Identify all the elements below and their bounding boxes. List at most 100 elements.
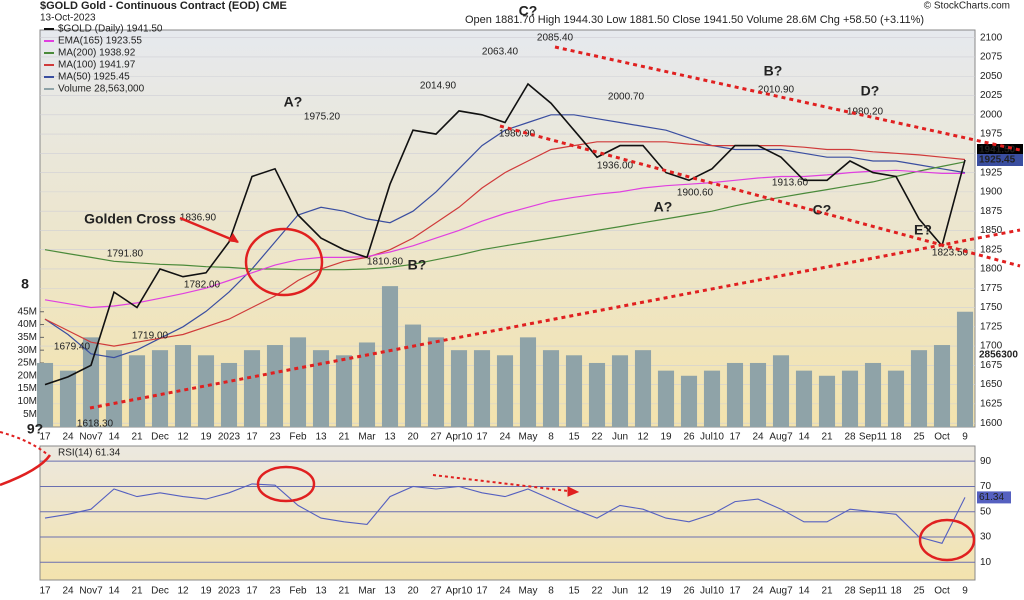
x-tick-label: 17: [729, 432, 741, 443]
last-value-label: 1941.50: [979, 145, 1016, 156]
line: [44, 169, 965, 309]
volume-bar: [197, 355, 215, 427]
volume-bar: [289, 337, 307, 427]
y-tick-label: 90: [980, 456, 992, 467]
x-tick-label: 23: [269, 432, 281, 443]
x-tick-label: Jun: [612, 432, 628, 443]
y-tick-label: 1700: [980, 341, 1003, 352]
x-tick-label: 13: [384, 432, 396, 443]
chart-title: $GOLD Gold - Continuous Contract (EOD) C…: [40, 0, 287, 12]
y-tick-label: 2000: [980, 109, 1003, 120]
chart-date: 13-Oct-2023: [40, 13, 96, 24]
y-tick-label: 1975: [980, 129, 1003, 140]
x-tick-label: Nov7: [79, 586, 103, 597]
x-tick-label: 12: [637, 432, 649, 443]
volume-bar: [496, 355, 514, 427]
trendline: [499, 124, 1021, 268]
volume-bar: [956, 311, 974, 427]
y2-tick-label: 20M: [18, 370, 37, 381]
annotation: B?: [764, 63, 783, 79]
volume-bar: [772, 355, 790, 427]
volume-bar: [818, 375, 836, 427]
volume-bar: [473, 350, 491, 427]
y2-tick-label: 40M: [18, 319, 37, 330]
x-tick-label: 18: [890, 432, 902, 443]
credit: © StockCharts.com: [924, 1, 1010, 12]
x-tick-label: 14: [108, 586, 120, 597]
volume-bar: [795, 370, 813, 427]
y2-tick-label: 30M: [18, 345, 37, 356]
x-tick-label: 8: [548, 432, 554, 443]
y2-tick-label: 5M: [23, 409, 37, 420]
volume-bar: [174, 345, 192, 427]
x-tick-label: 24: [499, 586, 511, 597]
y2-tick-label: 35M: [18, 332, 37, 343]
volume-bar: [887, 370, 905, 427]
legend-label: MA(50) 1925.45: [58, 72, 130, 83]
x-tick-label: 15: [568, 432, 580, 443]
x-tick-label: Mar: [358, 586, 376, 597]
x-tick-label: Dec: [151, 586, 169, 597]
x-tick-label: Feb: [289, 432, 307, 443]
annotation: 2014.90: [420, 81, 457, 92]
legend-label: MA(100) 1941.97: [58, 60, 136, 71]
annotation: 9?: [27, 421, 43, 437]
x-tick-label: Nov7: [79, 432, 103, 443]
legend-label: EMA(165) 1923.55: [58, 36, 142, 47]
y-tick-label: 30: [980, 532, 992, 543]
highlight-circle: [918, 518, 976, 562]
x-tick-label: Sep11: [859, 586, 888, 597]
annotation: 1618.30: [77, 419, 114, 430]
annotation: A?: [654, 199, 673, 215]
volume-bar: [266, 345, 284, 427]
volume-bar: [657, 370, 675, 427]
x-tick-label: Aug7: [769, 586, 793, 597]
x-tick-label: 25: [913, 586, 925, 597]
x-tick-label: 21: [338, 432, 350, 443]
x-tick-label: 9: [962, 586, 968, 597]
x-tick-label: May: [519, 586, 538, 597]
volume-bar: [680, 375, 698, 427]
x-tick-label: 17: [39, 586, 51, 597]
x-tick-label: 12: [177, 432, 189, 443]
x-tick-label: 23: [269, 586, 281, 597]
volume-bar: [611, 355, 629, 427]
annotation: 1980.20: [847, 107, 884, 118]
last-value-tag: [977, 491, 1011, 504]
legend-label: $GOLD (Daily) 1941.50: [58, 24, 163, 35]
x-tick-label: 18: [890, 586, 902, 597]
annotation: 2085.40: [537, 33, 574, 44]
x-tick-label: 15: [568, 586, 580, 597]
annotation: C?: [519, 3, 538, 19]
x-tick-label: 24: [62, 432, 74, 443]
volume-bar: [726, 362, 744, 427]
x-tick-label: 26: [683, 432, 695, 443]
x-tick-label: 24: [752, 432, 764, 443]
x-tick-label: Feb: [289, 586, 307, 597]
x-tick-label: 17: [39, 432, 51, 443]
y-tick-label: 2075: [980, 52, 1003, 63]
annotation: 1791.80: [107, 249, 144, 260]
annotation: A?: [284, 94, 303, 110]
x-tick-label: Apr10: [446, 432, 473, 443]
highlight-circle: [244, 227, 324, 297]
y-tick-label: 1675: [980, 360, 1003, 371]
annotation: 2000.70: [608, 92, 645, 103]
x-tick-label: 14: [798, 586, 810, 597]
annotation: 1719.00: [132, 331, 169, 342]
x-tick-label: 9: [962, 432, 968, 443]
y-tick-label: 1775: [980, 283, 1003, 294]
volume-bar: [634, 350, 652, 427]
x-tick-label: Aug7: [769, 432, 793, 443]
x-tick-label: May: [519, 432, 538, 443]
volume-bar: [335, 355, 353, 427]
y-tick-label: 1725: [980, 321, 1003, 332]
rsi-title: RSI(14) 61.34: [58, 448, 121, 459]
annotation: 2010.90: [758, 85, 795, 96]
x-tick-label: 26: [683, 586, 695, 597]
x-tick-label: 2023: [218, 586, 241, 597]
y-tick-label: 2100: [980, 32, 1003, 43]
x-tick-label: 8: [548, 586, 554, 597]
x-tick-label: 17: [476, 432, 488, 443]
